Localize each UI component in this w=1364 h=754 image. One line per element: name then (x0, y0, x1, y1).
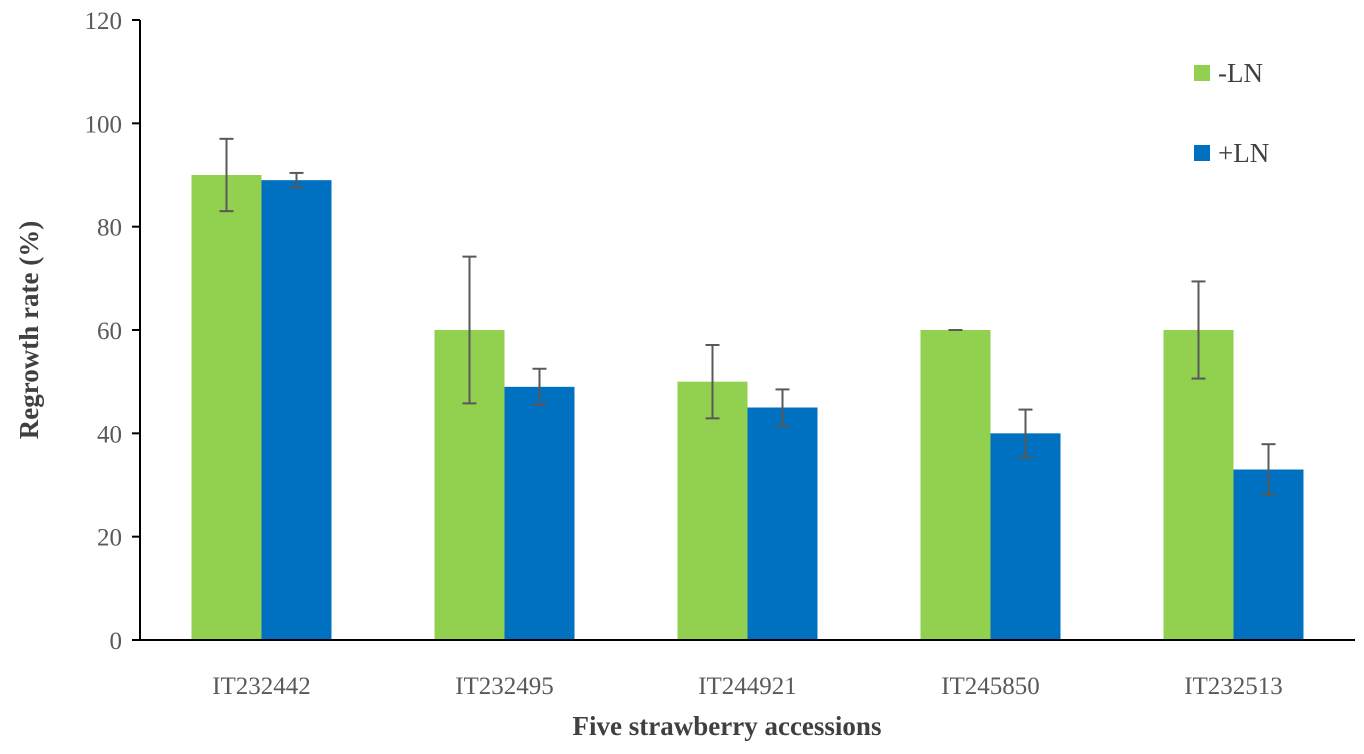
x-category-label: IT232442 (212, 673, 311, 700)
legend-label-ln-minus: -LN (1218, 58, 1263, 88)
error-bar (219, 137, 234, 213)
error-bar (1191, 280, 1206, 380)
y-tick-label: 80 (97, 215, 122, 242)
legend-label-ln-plus: +LN (1218, 138, 1269, 168)
x-axis-categories: IT232442 IT232495 IT244921 IT245850 IT232513 (212, 673, 1283, 700)
bars (191, 175, 1304, 640)
bar-ln-plus-it244921 (747, 407, 818, 640)
legend-swatch-ln-plus (1194, 145, 1210, 161)
y-axis-title: Regrowth rate (%) (14, 221, 44, 439)
bar-ln-plus-it232442 (261, 180, 332, 640)
y-tick-label: 100 (85, 111, 123, 138)
error-bars (219, 137, 1276, 496)
x-category-label: IT245850 (941, 673, 1040, 700)
error-bar (705, 343, 720, 420)
x-category-label: IT232513 (1184, 673, 1283, 700)
y-tick-label: 60 (97, 318, 122, 345)
error-bar (775, 388, 790, 427)
y-tick-label: 20 (97, 525, 122, 552)
legend-swatch-ln-minus (1194, 65, 1210, 81)
bar-ln-minus-it244921 (677, 381, 748, 640)
bar-ln-minus-it232442 (191, 175, 262, 640)
legend: -LN +LN (1194, 58, 1269, 168)
bar-ln-plus-it245850 (990, 433, 1061, 640)
error-bar (462, 255, 477, 405)
y-tick-label: 40 (97, 421, 122, 448)
y-tick-label: 0 (110, 628, 123, 655)
error-bar (289, 171, 304, 189)
y-axis-ticks: 0 20 40 60 80 100 120 (85, 8, 140, 655)
x-axis-title: Five strawberry accessions (573, 711, 882, 741)
error-bar (532, 367, 547, 406)
x-category-label: IT232495 (455, 673, 554, 700)
x-category-label: IT244921 (698, 673, 797, 700)
y-tick-label: 120 (85, 8, 123, 35)
bar-ln-minus-it232513 (1163, 330, 1234, 640)
error-bar (1018, 408, 1033, 459)
bar-ln-minus-it245850 (920, 330, 991, 640)
bar-ln-plus-it232495 (504, 386, 575, 640)
bar-ln-plus-it232513 (1233, 469, 1304, 640)
error-bar (1261, 443, 1276, 496)
